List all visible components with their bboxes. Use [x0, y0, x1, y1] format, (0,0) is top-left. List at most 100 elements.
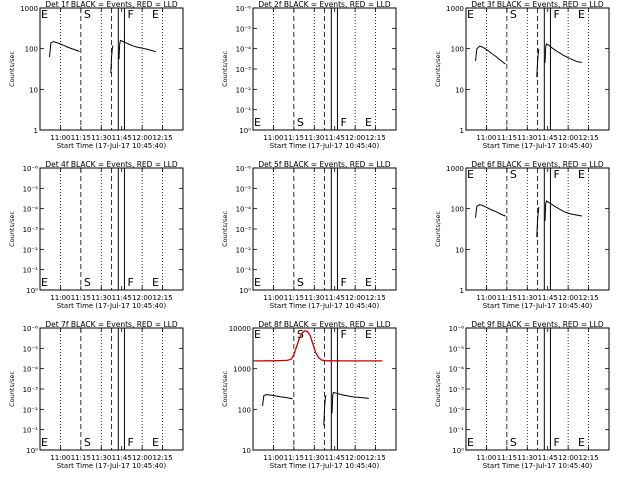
x-tick-label: 12:15 — [578, 454, 598, 462]
x-tick-label: 11:15 — [284, 454, 304, 462]
x-tick-label: 11:15 — [284, 134, 304, 142]
events-series-line — [110, 45, 114, 74]
y-tick-label: 10⁰ — [239, 127, 251, 135]
y-tick-label: 10⁻² — [236, 86, 252, 94]
x-tick-label: 12:00 — [132, 134, 152, 142]
marker-e: E — [254, 328, 261, 341]
y-tick-label: 10 — [242, 447, 251, 455]
marker-e: E — [152, 276, 159, 289]
x-tick-label: 11:00 — [263, 294, 283, 302]
x-tick-label: 11:00 — [50, 134, 70, 142]
x-tick-label: 12:15 — [578, 134, 598, 142]
y-tick-label: 10⁰ — [452, 447, 464, 455]
y-tick-label: 10⁻⁴ — [236, 206, 252, 214]
panel-title: Det 6f BLACK = Events, RED = LLD — [471, 160, 604, 169]
x-tick-label: 12:15 — [152, 134, 172, 142]
y-tick-label: 10⁻² — [449, 406, 465, 414]
y-tick-label: 10000 — [229, 325, 251, 333]
panel-title: Det 3f BLACK = Events, RED = LLD — [471, 0, 604, 9]
x-axis-label: Start Time (17-Jul-17 10:45:40) — [270, 302, 380, 310]
y-tick-label: 10⁻⁴ — [449, 366, 465, 374]
marker-s: S — [510, 168, 517, 181]
x-tick-label: 11:15 — [71, 454, 91, 462]
y-tick-label: 10⁻⁴ — [23, 366, 39, 374]
x-tick-label: 12:00 — [345, 454, 365, 462]
y-axis-label: Counts/sec — [8, 211, 16, 247]
x-axis-label: Start Time (17-Jul-17 10:45:40) — [270, 142, 380, 150]
plot-frame — [39, 7, 184, 131]
y-tick-label: 10⁰ — [239, 287, 251, 295]
x-tick-label: 11:45 — [112, 134, 132, 142]
x-tick-label: 11:45 — [112, 454, 132, 462]
x-tick-label: 11:15 — [497, 134, 517, 142]
y-tick-label: 10⁻¹ — [236, 267, 252, 275]
x-tick-label: 11:00 — [263, 454, 283, 462]
x-tick-label: 12:00 — [558, 454, 578, 462]
x-axis-label: Start Time (17-Jul-17 10:45:40) — [57, 142, 167, 150]
x-tick-label: 12:15 — [152, 454, 172, 462]
panel-1f: Det 1f BLACK = Events, RED = LLD 1 10 100 10… — [8, 0, 184, 150]
events-series-line — [118, 39, 156, 60]
y-tick-label: 10⁻² — [23, 406, 39, 414]
marker-e: E — [365, 276, 372, 289]
y-tick-label: 10⁻¹ — [449, 427, 465, 435]
x-tick-label: 11:15 — [284, 294, 304, 302]
y-axis-label: Counts/sec — [8, 371, 16, 407]
x-tick-label: 12:15 — [365, 134, 385, 142]
y-tick-label: 10⁻³ — [23, 386, 39, 394]
x-axis-label: Start Time (17-Jul-17 10:45:40) — [270, 462, 380, 470]
panel-title: Det 4f BLACK = Events, RED = LLD — [45, 160, 178, 169]
marker-e: E — [254, 116, 261, 129]
y-axis-label: Counts/sec — [434, 211, 442, 247]
marker-s: S — [84, 8, 91, 21]
marker-s: S — [84, 276, 91, 289]
y-tick-label: 1 — [34, 127, 38, 135]
x-tick-label: 11:00 — [476, 294, 496, 302]
marker-f: F — [553, 8, 559, 21]
y-tick-label: 10 — [29, 86, 38, 94]
x-tick-label: 11:45 — [538, 454, 558, 462]
events-series-line — [544, 200, 582, 221]
x-tick-label: 11:30 — [91, 294, 111, 302]
y-tick-label: 10⁻⁶ — [449, 325, 465, 333]
y-tick-label: 1000 — [233, 366, 251, 374]
x-tick-label: 11:00 — [476, 134, 496, 142]
y-tick-label: 10⁻³ — [449, 386, 465, 394]
y-axis-label: Counts/sec — [221, 51, 229, 87]
marker-e: E — [41, 436, 48, 449]
marker-e: E — [467, 436, 474, 449]
plot-frame — [252, 327, 397, 451]
x-tick-label: 11:15 — [497, 294, 517, 302]
marker-e: E — [254, 276, 261, 289]
x-tick-label: 12:00 — [558, 134, 578, 142]
x-tick-label: 11:45 — [325, 294, 345, 302]
x-tick-label: 11:45 — [325, 134, 345, 142]
x-tick-label: 11:45 — [538, 294, 558, 302]
x-axis-label: Start Time (17-Jul-17 10:45:40) — [483, 142, 593, 150]
marker-f: F — [127, 8, 133, 21]
y-tick-label: 10⁻² — [23, 246, 39, 254]
x-tick-label: 11:00 — [476, 454, 496, 462]
events-series-line — [536, 48, 540, 78]
marker-s: S — [297, 328, 304, 341]
x-tick-label: 11:45 — [112, 294, 132, 302]
y-tick-label: 10⁻⁶ — [236, 5, 252, 13]
marker-f: F — [553, 168, 559, 181]
x-tick-label: 11:30 — [517, 134, 537, 142]
x-tick-label: 12:15 — [578, 294, 598, 302]
panel-8f: Det 8f BLACK = Events, RED = LLD 10 100 100… — [221, 320, 397, 470]
y-tick-label: 10⁻⁵ — [236, 25, 252, 33]
plot-frame — [465, 7, 610, 131]
x-tick-label: 12:00 — [132, 454, 152, 462]
panel-title: Det 9f BLACK = Events, RED = LLD — [471, 320, 604, 329]
y-tick-label: 1000 — [446, 5, 464, 13]
y-tick-label: 10 — [455, 246, 464, 254]
x-tick-label: 11:30 — [91, 454, 111, 462]
x-tick-label: 12:00 — [345, 134, 365, 142]
y-tick-label: 1000 — [20, 5, 38, 13]
marker-e: E — [467, 8, 474, 21]
y-tick-label: 1000 — [446, 165, 464, 173]
y-tick-label: 10 — [455, 86, 464, 94]
x-tick-label: 12:00 — [345, 294, 365, 302]
lld-series-line — [253, 329, 383, 362]
